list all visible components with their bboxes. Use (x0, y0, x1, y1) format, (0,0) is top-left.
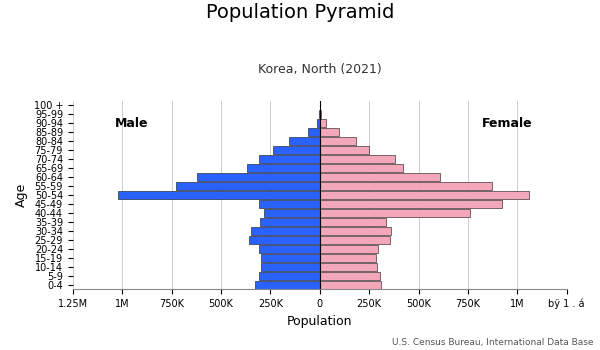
Bar (320, 119, 326, 127)
Bar (320, 245, 378, 253)
X-axis label: Population: Population (287, 315, 353, 328)
Bar (320, 200, 502, 208)
Bar (308, 128, 320, 136)
Bar (317, 119, 320, 127)
Title: Korea, North (2021): Korea, North (2021) (258, 63, 382, 76)
Bar (320, 173, 440, 181)
Bar (118, 191, 320, 199)
Bar (320, 281, 381, 288)
Bar (260, 218, 320, 226)
Bar (259, 272, 320, 280)
Bar (320, 146, 369, 154)
Bar (259, 200, 320, 208)
Bar (320, 128, 338, 136)
Text: Female: Female (482, 117, 533, 130)
Bar (262, 254, 320, 262)
Bar (274, 146, 320, 154)
Bar (176, 182, 320, 190)
Bar (248, 236, 320, 244)
Bar (197, 173, 320, 181)
Bar (251, 227, 320, 235)
Y-axis label: Age: Age (15, 183, 28, 207)
Bar (320, 137, 356, 145)
Text: U.S. Census Bureau, International Data Base: U.S. Census Bureau, International Data B… (392, 337, 594, 346)
Bar (319, 110, 320, 118)
Text: Population Pyramid: Population Pyramid (206, 4, 394, 22)
Bar (320, 209, 470, 217)
Bar (254, 281, 320, 288)
Bar (320, 182, 491, 190)
Bar (262, 263, 320, 271)
Bar (320, 227, 391, 235)
Bar (320, 155, 395, 163)
Bar (320, 254, 376, 262)
Bar (265, 209, 320, 217)
Bar (259, 245, 320, 253)
Bar (320, 236, 390, 244)
Bar (320, 164, 403, 172)
Bar (320, 110, 321, 118)
Bar (320, 272, 380, 280)
Text: Male: Male (115, 117, 149, 130)
Bar (247, 164, 320, 172)
Bar (320, 218, 386, 226)
Bar (289, 137, 320, 145)
Bar (320, 191, 529, 199)
Bar (259, 155, 320, 163)
Bar (320, 263, 377, 271)
